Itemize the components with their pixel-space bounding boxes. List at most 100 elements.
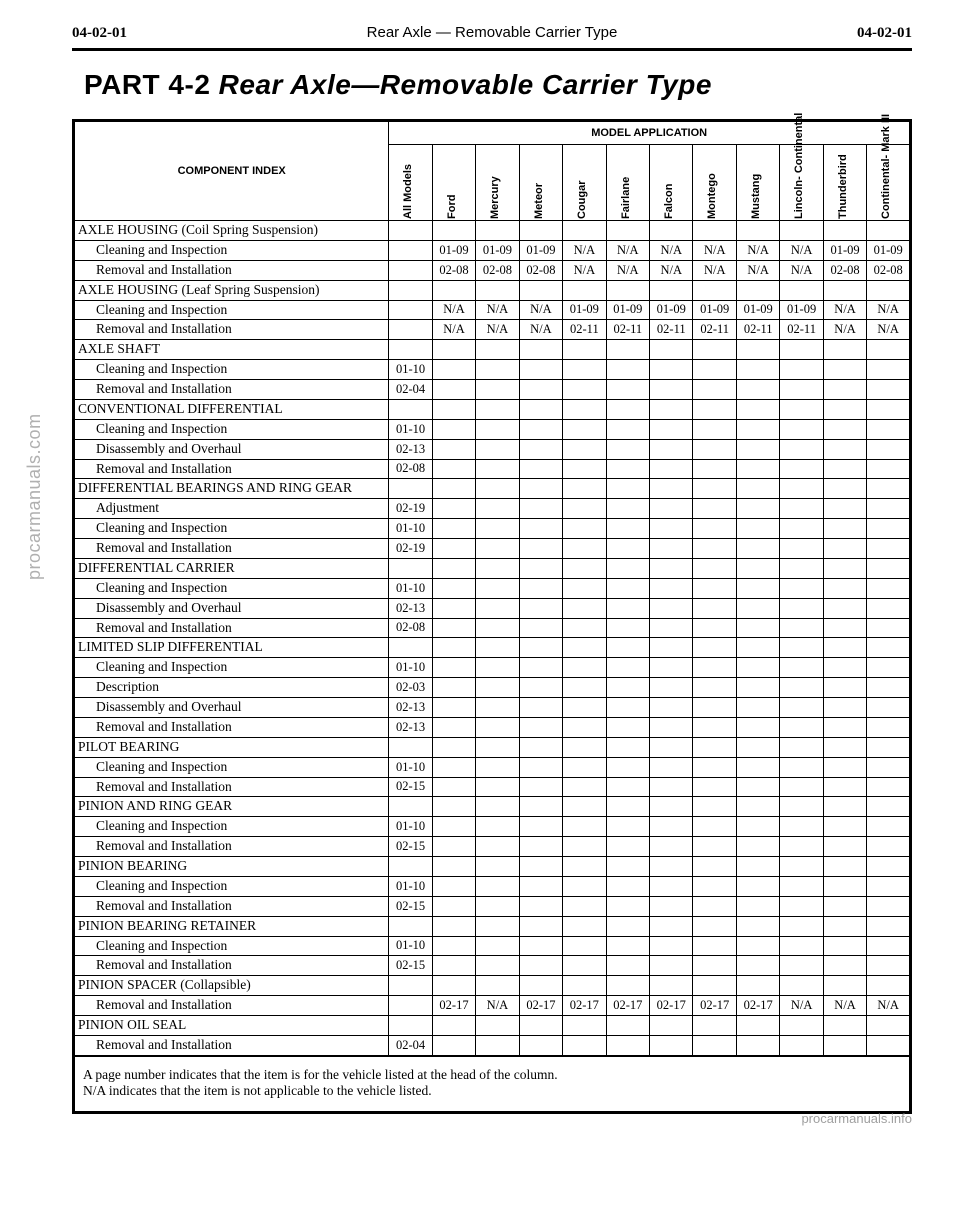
value-cell bbox=[606, 1016, 649, 1036]
component-cell: Cleaning and Inspection bbox=[74, 578, 389, 598]
value-cell bbox=[563, 598, 606, 618]
value-cell bbox=[650, 519, 693, 539]
table-row: Removal and Installation02-08 bbox=[74, 459, 911, 479]
value-cell bbox=[867, 360, 911, 380]
table-row: Description02-03 bbox=[74, 678, 911, 698]
value-cell: N/A bbox=[432, 320, 475, 340]
table-row: Cleaning and Inspection01-10 bbox=[74, 360, 911, 380]
value-cell bbox=[519, 876, 562, 896]
value-cell bbox=[519, 936, 562, 956]
value-cell bbox=[867, 717, 911, 737]
value-cell bbox=[606, 558, 649, 578]
value-cell bbox=[519, 777, 562, 797]
component-cell: DIFFERENTIAL CARRIER bbox=[74, 558, 389, 578]
value-cell bbox=[823, 857, 866, 877]
value-cell bbox=[476, 459, 519, 479]
value-cell: 02-19 bbox=[389, 499, 432, 519]
value-cell bbox=[823, 777, 866, 797]
value-cell bbox=[736, 419, 779, 439]
table-row: CONVENTIONAL DIFFERENTIAL bbox=[74, 399, 911, 419]
table-row: Removal and Installation02-19 bbox=[74, 539, 911, 559]
value-cell bbox=[606, 658, 649, 678]
value-cell bbox=[650, 459, 693, 479]
value-cell bbox=[650, 221, 693, 241]
value-cell bbox=[867, 916, 911, 936]
value-cell bbox=[563, 896, 606, 916]
component-cell: Removal and Installation bbox=[74, 956, 389, 976]
value-cell bbox=[563, 1035, 606, 1055]
value-cell bbox=[606, 598, 649, 618]
value-cell bbox=[693, 916, 736, 936]
value-cell bbox=[606, 837, 649, 857]
component-cell: Disassembly and Overhaul bbox=[74, 598, 389, 618]
value-cell bbox=[432, 837, 475, 857]
value-cell bbox=[823, 1035, 866, 1055]
component-cell: Cleaning and Inspection bbox=[74, 300, 389, 320]
main-title: PART 4-2 Rear Axle—Removable Carrier Typ… bbox=[84, 69, 912, 101]
value-cell: N/A bbox=[736, 260, 779, 280]
component-cell: Cleaning and Inspection bbox=[74, 240, 389, 260]
value-cell bbox=[780, 936, 823, 956]
value-cell: 01-10 bbox=[389, 757, 432, 777]
value-cell: 02-11 bbox=[736, 320, 779, 340]
table-row: LIMITED SLIP DIFFERENTIAL bbox=[74, 638, 911, 658]
value-cell bbox=[867, 459, 911, 479]
value-cell bbox=[432, 876, 475, 896]
value-cell bbox=[823, 618, 866, 638]
value-cell bbox=[693, 1016, 736, 1036]
table-row: PILOT BEARING bbox=[74, 737, 911, 757]
value-cell bbox=[693, 558, 736, 578]
value-cell bbox=[476, 419, 519, 439]
value-cell: N/A bbox=[476, 996, 519, 1016]
value-cell bbox=[867, 539, 911, 559]
component-cell: PILOT BEARING bbox=[74, 737, 389, 757]
value-cell bbox=[780, 419, 823, 439]
table-row: AXLE HOUSING (Leaf Spring Suspension) bbox=[74, 280, 911, 300]
value-cell bbox=[519, 1035, 562, 1055]
value-cell bbox=[563, 757, 606, 777]
value-cell bbox=[650, 658, 693, 678]
value-cell bbox=[650, 797, 693, 817]
value-cell bbox=[823, 1016, 866, 1036]
table-row: Removal and Installation02-15 bbox=[74, 896, 911, 916]
component-cell: Description bbox=[74, 678, 389, 698]
value-cell bbox=[693, 658, 736, 678]
component-cell: Cleaning and Inspection bbox=[74, 876, 389, 896]
value-cell bbox=[650, 479, 693, 499]
value-cell bbox=[736, 658, 779, 678]
value-cell bbox=[563, 618, 606, 638]
value-cell: 01-10 bbox=[389, 578, 432, 598]
value-cell bbox=[563, 280, 606, 300]
component-index-header: COMPONENT INDEX bbox=[74, 121, 389, 221]
value-cell bbox=[606, 499, 649, 519]
component-cell: Removal and Installation bbox=[74, 717, 389, 737]
value-cell bbox=[606, 976, 649, 996]
value-cell bbox=[693, 419, 736, 439]
table-row: Cleaning and Inspection01-0901-0901-09N/… bbox=[74, 240, 911, 260]
value-cell bbox=[780, 777, 823, 797]
value-cell bbox=[389, 260, 432, 280]
value-cell bbox=[476, 658, 519, 678]
value-cell bbox=[823, 976, 866, 996]
value-cell bbox=[693, 896, 736, 916]
value-cell bbox=[867, 519, 911, 539]
value-cell bbox=[476, 1016, 519, 1036]
value-cell bbox=[476, 678, 519, 698]
value-cell: 02-13 bbox=[389, 439, 432, 459]
value-cell bbox=[823, 737, 866, 757]
table-row: Removal and Installation02-0802-0802-08N… bbox=[74, 260, 911, 280]
value-cell bbox=[780, 658, 823, 678]
value-cell bbox=[432, 1035, 475, 1055]
value-cell bbox=[693, 399, 736, 419]
value-cell bbox=[650, 419, 693, 439]
table-row: Removal and Installation02-04 bbox=[74, 380, 911, 400]
value-cell bbox=[606, 896, 649, 916]
value-cell bbox=[606, 817, 649, 837]
value-cell bbox=[867, 857, 911, 877]
table-row: Cleaning and Inspection01-10 bbox=[74, 658, 911, 678]
value-cell bbox=[823, 678, 866, 698]
table-row: Removal and Installation02-17N/A02-1702-… bbox=[74, 996, 911, 1016]
value-cell: N/A bbox=[780, 240, 823, 260]
value-cell bbox=[432, 419, 475, 439]
value-cell bbox=[519, 817, 562, 837]
